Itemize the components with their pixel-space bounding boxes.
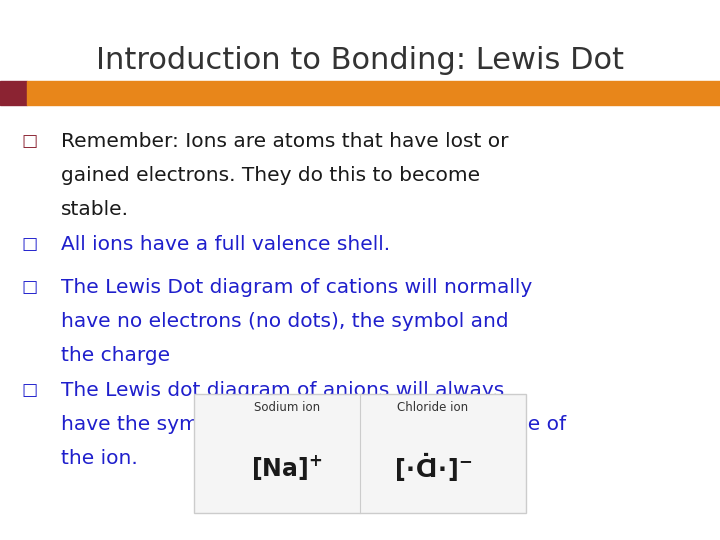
Text: stable.: stable. — [61, 200, 129, 219]
Text: the charge: the charge — [61, 346, 171, 365]
Text: Sodium ion: Sodium ion — [254, 401, 320, 414]
Text: Introduction to Bonding: Lewis Dot
Structures of Ions: Introduction to Bonding: Lewis Dot Struc… — [96, 46, 624, 111]
Text: The Lewis Dot diagram of cations will normally: The Lewis Dot diagram of cations will no… — [61, 278, 533, 297]
Text: have no electrons (no dots), the symbol and: have no electrons (no dots), the symbol … — [61, 312, 509, 331]
Text: Chloride ion: Chloride ion — [397, 401, 469, 414]
Text: gained electrons. They do this to become: gained electrons. They do this to become — [61, 166, 480, 185]
Text: □: □ — [22, 381, 37, 399]
Text: the ion.: the ion. — [61, 449, 138, 468]
Text: All ions have a full valence shell.: All ions have a full valence shell. — [61, 235, 390, 254]
Bar — [27, 81, 720, 105]
Text: $\mathbf{[Na]^{+}}$: $\mathbf{[Na]^{+}}$ — [251, 454, 323, 482]
Text: $\mathbf{[\!\cdot\!\dot{C}\!l\!\cdot\!]^{-}}$: $\mathbf{[\!\cdot\!\dot{C}\!l\!\cdot\!]^… — [394, 452, 472, 484]
Text: □: □ — [22, 235, 37, 253]
Bar — [194, 394, 526, 513]
Text: □: □ — [22, 278, 37, 296]
Text: □: □ — [22, 132, 37, 150]
Bar — [0, 81, 27, 105]
Text: have the symbol, surrounding dots, and charge of: have the symbol, surrounding dots, and c… — [61, 415, 567, 434]
Text: The Lewis dot diagram of anions will always: The Lewis dot diagram of anions will alw… — [61, 381, 505, 400]
Text: Remember: Ions are atoms that have lost or: Remember: Ions are atoms that have lost … — [61, 132, 509, 151]
